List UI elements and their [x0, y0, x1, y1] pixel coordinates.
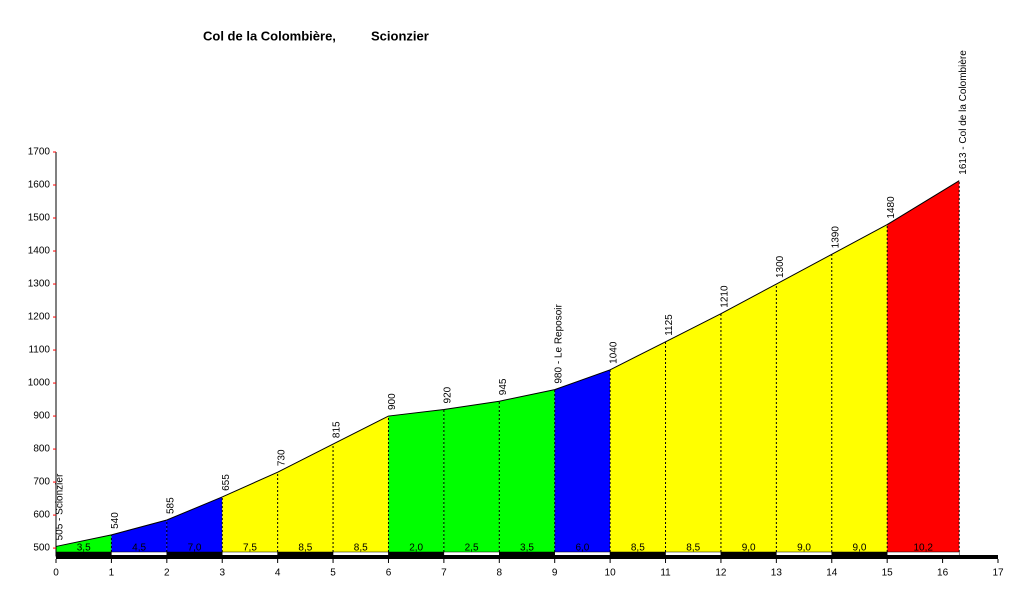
- gradient-segment: [610, 341, 666, 556]
- gradient-segment: [665, 313, 721, 556]
- x-tick-label: 11: [660, 568, 671, 579]
- gradient-segment: [776, 254, 832, 557]
- gradient-label: 9,0: [853, 543, 867, 554]
- elevation-label: 1210: [720, 285, 731, 308]
- gradient-label: 2,5: [465, 543, 479, 554]
- x-tick-label: 5: [330, 568, 336, 579]
- gradient-segment: [56, 534, 112, 556]
- elevation-label: 730: [276, 449, 287, 466]
- y-tick-label: 800: [33, 444, 50, 455]
- gradient-label: 8,5: [354, 543, 368, 554]
- elevation-label: 980 - Le Reposoir: [553, 303, 564, 383]
- x-tick-label: 3: [219, 568, 225, 579]
- gradient-segment: [166, 496, 223, 556]
- y-tick-label: 1200: [28, 312, 51, 323]
- elevation-label: 585: [165, 497, 176, 514]
- y-tick-label: 500: [33, 543, 50, 554]
- y-tick-label: 1700: [28, 147, 51, 158]
- x-tick-label: 4: [275, 568, 281, 579]
- x-tick-label: 6: [386, 568, 392, 579]
- gradient-label: 8,5: [298, 543, 312, 554]
- x-tick-label: 1: [109, 568, 115, 579]
- x-tick-label: 0: [53, 568, 59, 579]
- y-tick-label: 600: [33, 510, 50, 521]
- y-tick-label: 1400: [28, 246, 51, 257]
- gradient-label: 10,2: [913, 543, 933, 554]
- elevation-label: 1480: [886, 196, 897, 219]
- gradient-label: 6,0: [575, 543, 589, 554]
- y-tick-label: 1300: [28, 279, 51, 290]
- elevation-label: 815: [332, 421, 343, 438]
- elevation-label: 505 - Scionzier: [55, 473, 66, 540]
- elevation-label: 1613 - Col de la Colombière: [958, 50, 969, 175]
- gradient-segment: [111, 520, 167, 556]
- chart-subtitle: Scionzier: [371, 28, 429, 43]
- x-tick-label: 17: [992, 568, 1004, 579]
- gradient-segment: [388, 409, 444, 556]
- y-tick-label: 1000: [28, 378, 51, 389]
- elevation-label: 1125: [664, 314, 675, 336]
- x-tick-label: 8: [497, 568, 503, 579]
- y-tick-label: 1100: [28, 345, 50, 356]
- gradient-label: 9,0: [797, 543, 811, 554]
- elevation-label: 1040: [609, 341, 620, 364]
- x-tick-label: 12: [715, 568, 727, 579]
- elevation-label: 655: [221, 474, 232, 491]
- gradient-segment: [277, 444, 334, 556]
- gradient-label: 4,5: [132, 543, 146, 554]
- gradient-label: 7,5: [243, 543, 257, 554]
- x-tick-label: 2: [164, 568, 170, 579]
- x-tick-label: 10: [605, 568, 617, 579]
- elevation-label: 920: [443, 386, 454, 403]
- x-tick-label: 13: [771, 568, 783, 579]
- profile-line: [55, 180, 960, 547]
- gradient-label: 2,0: [409, 543, 423, 554]
- gradient-label: 3,5: [520, 543, 534, 554]
- gradient-segment: [443, 401, 500, 556]
- gradient-segment: [887, 180, 960, 556]
- gradient-segment: [554, 369, 611, 556]
- x-tick-label: 9: [552, 568, 558, 579]
- chart-title: Col de la Colombière,: [203, 28, 336, 43]
- elevation-label: 1390: [830, 226, 841, 249]
- y-tick-label: 700: [33, 477, 50, 488]
- y-tick-label: 1600: [28, 180, 51, 191]
- gradient-segment: [720, 284, 777, 556]
- gradient-label: 7,0: [188, 543, 202, 554]
- x-tick-label: 14: [826, 568, 838, 579]
- gradient-segment: [222, 472, 278, 556]
- gradient-label: 3,5: [77, 543, 91, 554]
- x-tick-label: 15: [882, 568, 894, 579]
- elevation-label: 945: [498, 378, 509, 395]
- elevation-label: 540: [110, 512, 121, 529]
- gradient-label: 8,5: [686, 543, 700, 554]
- gradient-segment: [831, 224, 888, 556]
- x-tick-label: 16: [937, 568, 949, 579]
- gradient-label: 9,0: [742, 543, 756, 554]
- y-tick-label: 1500: [28, 213, 51, 224]
- y-tick-label: 900: [33, 411, 50, 422]
- gradient-label: 8,5: [631, 543, 645, 554]
- x-tick-label: 7: [441, 568, 447, 579]
- gradient-segment: [333, 416, 389, 556]
- elevation-label: 1300: [775, 255, 786, 278]
- gradient-segment: [499, 389, 555, 556]
- elevation-label: 900: [387, 393, 398, 410]
